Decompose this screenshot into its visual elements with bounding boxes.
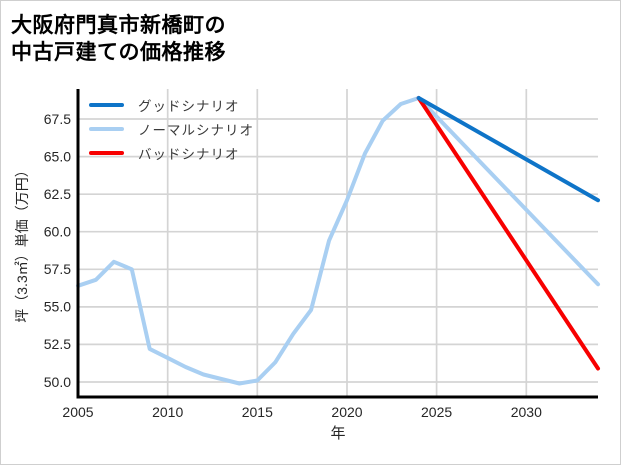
legend-item-bad: バッドシナリオ [89,141,254,165]
y-tick-label: 62.5 [44,186,71,202]
legend-label-bad: バッドシナリオ [138,147,240,162]
legend-item-normal: ノーマルシナリオ [89,117,254,141]
y-tick-label: 55.0 [44,299,71,315]
legend-line-swatch-good [89,103,124,107]
x-tick-label: 2010 [152,404,183,420]
x-tick-label: 2030 [511,404,542,420]
legend-line-swatch-bad [89,151,124,155]
series-normal-line [416,96,600,287]
series-good-line [416,96,600,203]
y-tick-label: 57.5 [44,261,71,277]
chart-title: 大阪府門真市新橋町の 中古戸建ての価格推移 [11,12,226,66]
series-history-line [76,96,421,386]
chart-title-line1: 大阪府門真市新橋町の [11,14,226,37]
chart-title-line2: 中古戸建ての価格推移 [11,41,226,64]
x-tick-label: 2015 [242,404,273,420]
legend-label-good: グッドシナリオ [138,99,240,114]
series-bad-line [416,96,600,371]
y-tick-label: 60.0 [44,224,71,240]
y-tick-label: 52.5 [44,336,71,352]
x-tick-label: 2025 [421,404,452,420]
y-tick-label: 50.0 [44,374,71,390]
x-axis-label: 年 [330,425,346,442]
x-tick-label: 2020 [331,404,362,420]
x-tick-label: 2005 [62,404,93,420]
legend-line-swatch-normal [89,127,124,131]
y-tick-label: 67.5 [44,111,71,127]
legend-label-normal: ノーマルシナリオ [138,123,254,138]
legend: グッドシナリオ ノーマルシナリオ バッドシナリオ [89,93,254,165]
y-tick-label: 65.0 [44,148,71,164]
y-axis-label: 坪（3.3㎡）単価（万円） [14,163,30,323]
legend-item-good: グッドシナリオ [89,93,254,117]
